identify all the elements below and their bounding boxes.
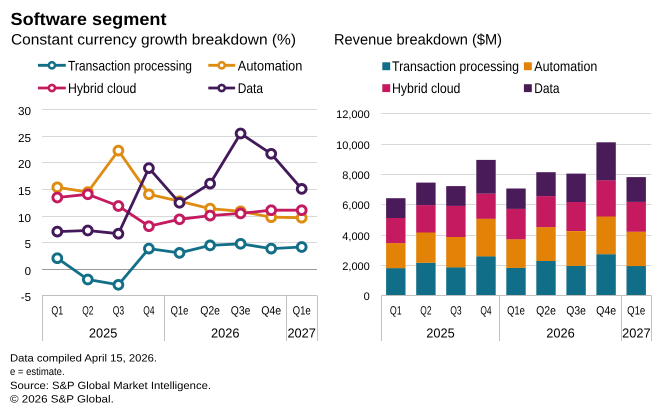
svg-text:25: 25 xyxy=(18,133,31,145)
svg-text:5: 5 xyxy=(25,239,31,251)
svg-text:Data: Data xyxy=(534,80,559,96)
svg-text:Constant currency growth break: Constant currency growth breakdown (%) xyxy=(11,32,296,49)
svg-text:4,000: 4,000 xyxy=(342,231,370,243)
svg-text:Q3: Q3 xyxy=(113,303,125,317)
svg-text:Data: Data xyxy=(238,80,263,96)
svg-text:Transaction processing: Transaction processing xyxy=(68,58,192,74)
svg-text:Q4e: Q4e xyxy=(596,303,616,317)
svg-text:Q2: Q2 xyxy=(420,303,431,317)
svg-text:Q1e: Q1e xyxy=(171,303,189,317)
svg-text:2025: 2025 xyxy=(89,326,118,341)
svg-text:Q2e: Q2e xyxy=(536,303,556,317)
svg-text:Software segment: Software segment xyxy=(11,9,167,29)
svg-text:Automation: Automation xyxy=(534,58,597,74)
svg-text:Q3e: Q3e xyxy=(566,303,586,317)
svg-text:Q4: Q4 xyxy=(143,303,154,317)
svg-text:8,000: 8,000 xyxy=(342,170,370,182)
svg-text:Q1e: Q1e xyxy=(627,303,645,317)
svg-text:Revenue breakdown ($M): Revenue breakdown ($M) xyxy=(334,32,502,49)
svg-text:Q1e: Q1e xyxy=(507,303,525,317)
svg-text:2026: 2026 xyxy=(546,326,575,341)
svg-text:Hybrid cloud: Hybrid cloud xyxy=(392,80,460,96)
svg-text:Hybrid cloud: Hybrid cloud xyxy=(68,80,136,96)
svg-text:e = estimate.: e = estimate. xyxy=(10,366,65,378)
svg-text:20: 20 xyxy=(18,159,31,171)
svg-text:-5: -5 xyxy=(21,292,31,304)
svg-text:2027: 2027 xyxy=(622,326,651,341)
svg-text:6,000: 6,000 xyxy=(342,200,370,212)
svg-text:Automation: Automation xyxy=(238,58,303,74)
svg-text:2026: 2026 xyxy=(211,326,240,341)
svg-text:Q4e: Q4e xyxy=(261,303,281,317)
svg-text:Q1: Q1 xyxy=(390,303,402,317)
svg-text:Q2e: Q2e xyxy=(200,303,220,317)
svg-text:Q4: Q4 xyxy=(480,303,491,317)
svg-text:15: 15 xyxy=(18,186,31,198)
svg-text:Transaction processing: Transaction processing xyxy=(392,58,519,74)
svg-text:2,000: 2,000 xyxy=(342,261,370,273)
svg-text:0: 0 xyxy=(25,266,31,278)
svg-text:30: 30 xyxy=(18,106,31,118)
svg-text:Q3e: Q3e xyxy=(231,303,251,317)
svg-text:Q1: Q1 xyxy=(51,303,63,317)
svg-text:Data compiled April 15, 2026.: Data compiled April 15, 2026. xyxy=(10,353,157,365)
svg-text:© 2026 S&P Global.: © 2026 S&P Global. xyxy=(10,394,114,406)
svg-text:2027: 2027 xyxy=(287,326,316,341)
svg-text:0: 0 xyxy=(364,291,370,303)
svg-text:12,000: 12,000 xyxy=(336,109,370,121)
svg-text:2025: 2025 xyxy=(426,326,455,341)
svg-text:Q1e: Q1e xyxy=(293,303,311,317)
svg-text:Q2: Q2 xyxy=(82,303,93,317)
svg-text:10,000: 10,000 xyxy=(336,140,370,152)
svg-text:10: 10 xyxy=(18,213,31,225)
svg-text:Source: S&P Global Market Inte: Source: S&P Global Market Intelligence. xyxy=(10,380,211,392)
svg-text:Q3: Q3 xyxy=(450,303,462,317)
